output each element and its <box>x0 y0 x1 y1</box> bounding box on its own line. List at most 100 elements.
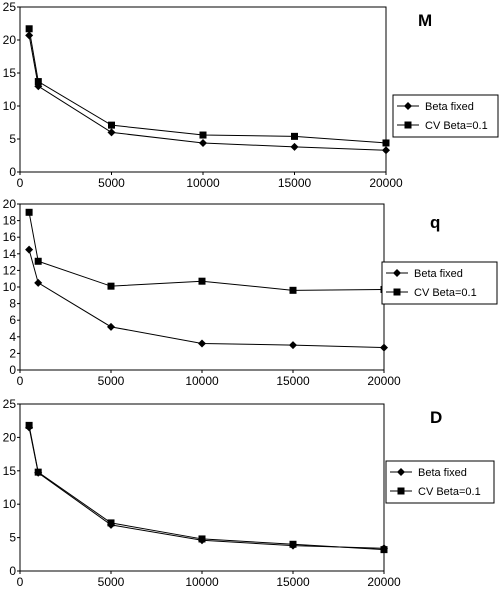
data-point <box>108 121 115 129</box>
y-tick-label: 10 <box>3 99 17 113</box>
data-point <box>198 535 206 543</box>
legend-label: Beta fixed <box>414 268 463 280</box>
y-tick-label: 25 <box>3 397 17 411</box>
data-point <box>107 282 115 290</box>
data-point <box>107 322 115 331</box>
y-tick-label: 25 <box>3 0 17 14</box>
data-point <box>25 421 33 429</box>
legend-label: Beta fixed <box>425 101 474 113</box>
series-beta-fixed <box>25 423 388 553</box>
legend-box <box>392 94 499 138</box>
y-tick-label: 16 <box>3 230 17 244</box>
y-tick-label: 0 <box>9 564 16 578</box>
legend-marker <box>393 288 401 296</box>
data-point <box>107 519 115 527</box>
legend-label: CV Beta=0.1 <box>425 120 488 132</box>
legend-box <box>381 261 498 305</box>
y-tick-label: 6 <box>9 313 16 327</box>
x-tick-label: 10000 <box>185 374 219 388</box>
legend-marker <box>404 102 412 110</box>
data-point <box>382 139 390 147</box>
series-beta-fixed <box>25 245 388 352</box>
data-point <box>34 468 42 476</box>
y-tick-label: 12 <box>3 263 17 277</box>
legend: Beta fixed CV Beta=0.1 <box>385 460 495 504</box>
data-point <box>34 257 42 265</box>
x-tick-label: 20000 <box>369 176 403 190</box>
data-point <box>290 142 299 151</box>
y-tick-label: 0 <box>9 363 16 377</box>
data-point <box>198 277 206 285</box>
x-tick-label: 0 <box>17 575 24 589</box>
legend-marker <box>397 468 405 476</box>
series-beta-fixed <box>25 31 390 155</box>
series-line <box>28 425 385 551</box>
series-line <box>28 249 385 349</box>
legend: Beta fixed CV Beta=0.1 <box>392 94 499 138</box>
data-point <box>199 131 207 139</box>
y-tick-label: 4 <box>9 330 16 344</box>
y-tick-label: 10 <box>3 280 17 294</box>
data-point <box>289 341 297 350</box>
data-point <box>289 286 297 294</box>
data-point <box>34 278 43 287</box>
legend-marker <box>404 121 412 129</box>
x-tick-label: 15000 <box>276 374 310 388</box>
x-tick-label: 20000 <box>367 575 401 589</box>
panel-title: D <box>430 408 442 427</box>
data-point <box>34 78 42 86</box>
x-tick-label: 0 <box>17 374 24 388</box>
y-tick-label: 15 <box>3 464 17 478</box>
y-tick-label: 8 <box>9 297 16 311</box>
data-point <box>25 31 34 40</box>
x-tick-label: 20000 <box>367 374 401 388</box>
y-tick-label: 15 <box>3 66 17 80</box>
y-tick-label: 5 <box>9 531 16 545</box>
x-tick-label: 0 <box>17 176 24 190</box>
legend-label: Beta fixed <box>418 467 467 479</box>
y-tick-label: 10 <box>3 497 17 511</box>
data-point <box>25 245 34 254</box>
y-tick-label: 0 <box>9 165 16 179</box>
series-cv-beta <box>25 208 388 294</box>
y-tick-label: 20 <box>3 430 17 444</box>
data-point <box>380 546 388 554</box>
legend-box <box>385 460 495 504</box>
series-cv-beta <box>25 25 390 147</box>
x-tick-label: 10000 <box>185 575 219 589</box>
series-line <box>28 28 387 144</box>
data-point <box>291 132 298 140</box>
data-point <box>25 208 33 216</box>
data-point <box>380 343 388 352</box>
x-tick-label: 5000 <box>98 374 125 388</box>
series-line <box>28 212 385 291</box>
legend-label: CV Beta=0.1 <box>414 287 477 299</box>
data-point <box>382 146 390 155</box>
x-tick-label: 15000 <box>278 176 312 190</box>
data-point <box>199 138 207 147</box>
series-line <box>28 427 385 549</box>
legend-label: CV Beta=0.1 <box>418 486 481 498</box>
y-tick-label: 20 <box>3 33 17 47</box>
legend: Beta fixed CV Beta=0.1 <box>381 261 498 305</box>
y-tick-label: 5 <box>9 132 16 146</box>
chart-panel-M: 0 5 10 15 20 25 0 5000 10000 15000 20000 M Beta fixe… <box>3 0 499 190</box>
panel-title: M <box>418 11 432 30</box>
legend-marker <box>393 269 401 277</box>
data-point <box>25 25 33 33</box>
data-point <box>198 339 206 348</box>
series-line <box>28 35 387 151</box>
y-tick-label: 18 <box>3 214 17 228</box>
series-cv-beta <box>25 421 388 554</box>
chart-panel-D: 0 5 10 15 20 25 0 5000 10000 15000 20000 D Beta fixe… <box>3 397 495 589</box>
x-tick-label: 5000 <box>98 176 125 190</box>
panel-title: q <box>430 213 440 232</box>
legend-marker <box>397 487 405 495</box>
y-tick-label: 2 <box>9 346 16 360</box>
y-tick-label: 20 <box>3 197 17 211</box>
x-tick-label: 10000 <box>186 176 220 190</box>
x-tick-label: 15000 <box>276 575 310 589</box>
plot-area <box>19 6 387 173</box>
data-point <box>289 540 297 548</box>
